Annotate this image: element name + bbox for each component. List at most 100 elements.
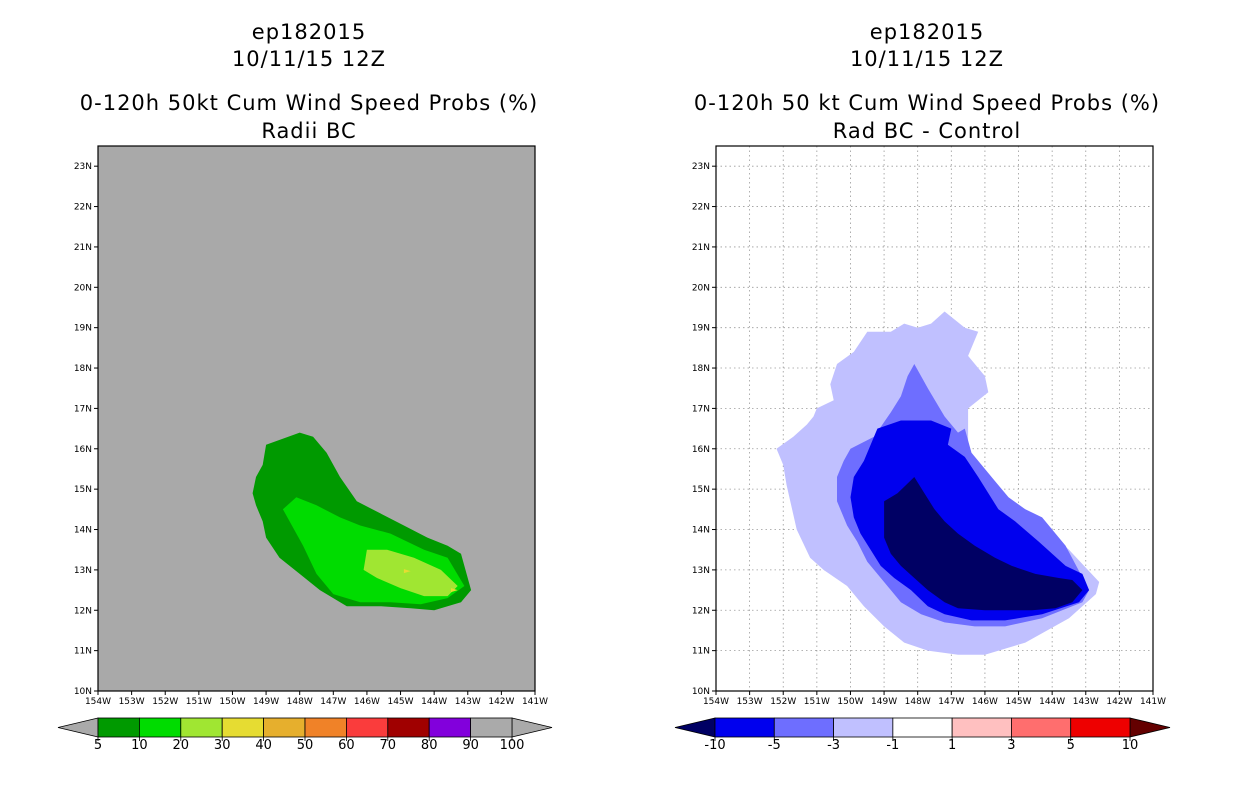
right-chart-title: 0-120h 50 kt Cum Wind Speed Probs (%) xyxy=(693,91,1161,115)
y-tick-label: 15N xyxy=(74,485,92,495)
colorbar-under-arrow xyxy=(57,717,99,738)
colorbar-swatch xyxy=(1011,717,1072,738)
colorbar-label: -3 xyxy=(827,738,840,753)
colorbar-over-arrow xyxy=(511,717,553,738)
x-tick-label: 147W xyxy=(320,697,346,707)
x-tick-label: 151W xyxy=(186,697,212,707)
left-chart-subtitle: Radii BC xyxy=(261,119,357,143)
x-tick-label: 153W xyxy=(119,697,145,707)
colorbar-label: 30 xyxy=(214,738,231,753)
x-tick-label: 144W xyxy=(1039,697,1065,707)
x-tick-label: 142W xyxy=(488,697,514,707)
y-tick-label: 23N xyxy=(692,162,710,172)
y-tick-label: 16N xyxy=(74,445,92,455)
contour-level-30-40b xyxy=(451,588,458,593)
contour-level-20-30 xyxy=(363,549,458,597)
colorbar-swatch xyxy=(221,717,264,738)
colorbar-label: -1 xyxy=(886,738,899,753)
colorbar-swatch xyxy=(470,717,513,738)
x-tick-label: 143W xyxy=(1073,697,1099,707)
colorbar-label: 1 xyxy=(948,738,956,753)
right-chart-id: ep182015 xyxy=(869,20,985,44)
x-tick-label: 147W xyxy=(938,697,964,707)
colorbar-under-arrow xyxy=(674,717,716,738)
x-tick-label: 149W xyxy=(871,697,897,707)
colorbar-label: 5 xyxy=(1067,738,1075,753)
colorbar-swatch xyxy=(428,717,472,738)
x-tick-label: 153W xyxy=(737,697,763,707)
colorbar-swatch xyxy=(892,717,953,738)
colorbar-swatch xyxy=(304,717,347,738)
y-tick-label: 17N xyxy=(692,404,710,414)
colorbar-swatch xyxy=(773,717,834,738)
y-tick-label: 10N xyxy=(692,687,710,697)
right-chart-date: 10/11/15 12Z xyxy=(849,47,1005,71)
y-tick-label: 17N xyxy=(74,404,92,414)
x-tick-label: 151W xyxy=(804,697,830,707)
colorbar-swatch xyxy=(714,717,775,738)
colorbar-swatch xyxy=(951,717,1012,738)
colorbar-label: 3 xyxy=(1007,738,1015,753)
panel-0: 154W 153W 152W 151W 150W 149W 148W 147W 146W 145W… xyxy=(57,145,553,753)
x-tick-label: 141W xyxy=(1140,697,1166,707)
x-tick-label: 152W xyxy=(770,697,796,707)
colorbar-label: -5 xyxy=(768,738,781,753)
left-chart-id: ep182015 xyxy=(251,20,367,44)
colorbar-label: 10 xyxy=(131,738,148,753)
y-tick-label: 14N xyxy=(692,526,710,536)
y-tick-label: 21N xyxy=(74,243,92,253)
colorbar-swatch xyxy=(97,717,140,738)
y-tick-label: 14N xyxy=(74,526,92,536)
x-tick-label: 154W xyxy=(703,697,729,707)
colorbar-swatch xyxy=(833,717,894,738)
contour-level-< -10 xyxy=(884,477,1083,611)
y-tick-label: 13N xyxy=(692,566,710,576)
colorbar-swatch xyxy=(180,717,223,738)
plot-frame xyxy=(715,145,1154,692)
y-tick-label: 23N xyxy=(74,162,92,172)
colorbar-label: 40 xyxy=(255,738,272,753)
colorbar-over-arrow xyxy=(1129,717,1171,738)
x-tick-label: 154W xyxy=(85,697,111,707)
colorbar-swatch xyxy=(263,717,306,738)
y-tick-label: 21N xyxy=(692,243,710,253)
colorbar-label: 10 xyxy=(1122,738,1139,753)
x-tick-label: 148W xyxy=(287,697,313,707)
y-tick-label: 11N xyxy=(74,647,92,657)
x-tick-label: 150W xyxy=(219,697,245,707)
colorbar-swatch xyxy=(387,717,430,738)
y-tick-label: 22N xyxy=(74,203,92,213)
x-tick-label: 146W xyxy=(354,697,380,707)
colorbar-label: 80 xyxy=(421,738,438,753)
plot-background xyxy=(98,146,535,691)
colorbar-label: 5 xyxy=(94,738,102,753)
colorbar-label: 100 xyxy=(500,738,525,753)
right-chart-subtitle: Rad BC - Control xyxy=(832,119,1022,143)
y-tick-label: 18N xyxy=(74,364,92,374)
x-tick-label: 142W xyxy=(1106,697,1132,707)
y-tick-label: 13N xyxy=(74,566,92,576)
x-tick-label: 148W xyxy=(905,697,931,707)
y-tick-label: 18N xyxy=(692,364,710,374)
left-chart-date: 10/11/15 12Z xyxy=(231,47,387,71)
y-tick-label: 22N xyxy=(692,203,710,213)
plot-frame xyxy=(97,145,536,692)
panel-1: 154W 153W 152W 151W 150W 149W 148W 147W 146W 145W… xyxy=(674,145,1171,753)
y-tick-label: 11N xyxy=(692,647,710,657)
y-tick-label: 20N xyxy=(692,283,710,293)
x-tick-label: 146W xyxy=(972,697,998,707)
colorbar-swatch xyxy=(138,717,182,738)
y-tick-label: 19N xyxy=(692,324,710,334)
x-tick-label: 150W xyxy=(837,697,863,707)
colorbar-label: 60 xyxy=(338,738,355,753)
y-tick-label: 12N xyxy=(74,606,92,616)
x-tick-label: 144W xyxy=(421,697,447,707)
colorbar-label: 20 xyxy=(173,738,190,753)
colorbar-label: 90 xyxy=(462,738,479,753)
colorbar-label: 50 xyxy=(297,738,314,753)
x-tick-label: 145W xyxy=(387,697,413,707)
contour-level-30-40 xyxy=(403,569,411,574)
y-tick-label: 12N xyxy=(692,606,710,616)
colorbar-swatch xyxy=(345,717,389,738)
